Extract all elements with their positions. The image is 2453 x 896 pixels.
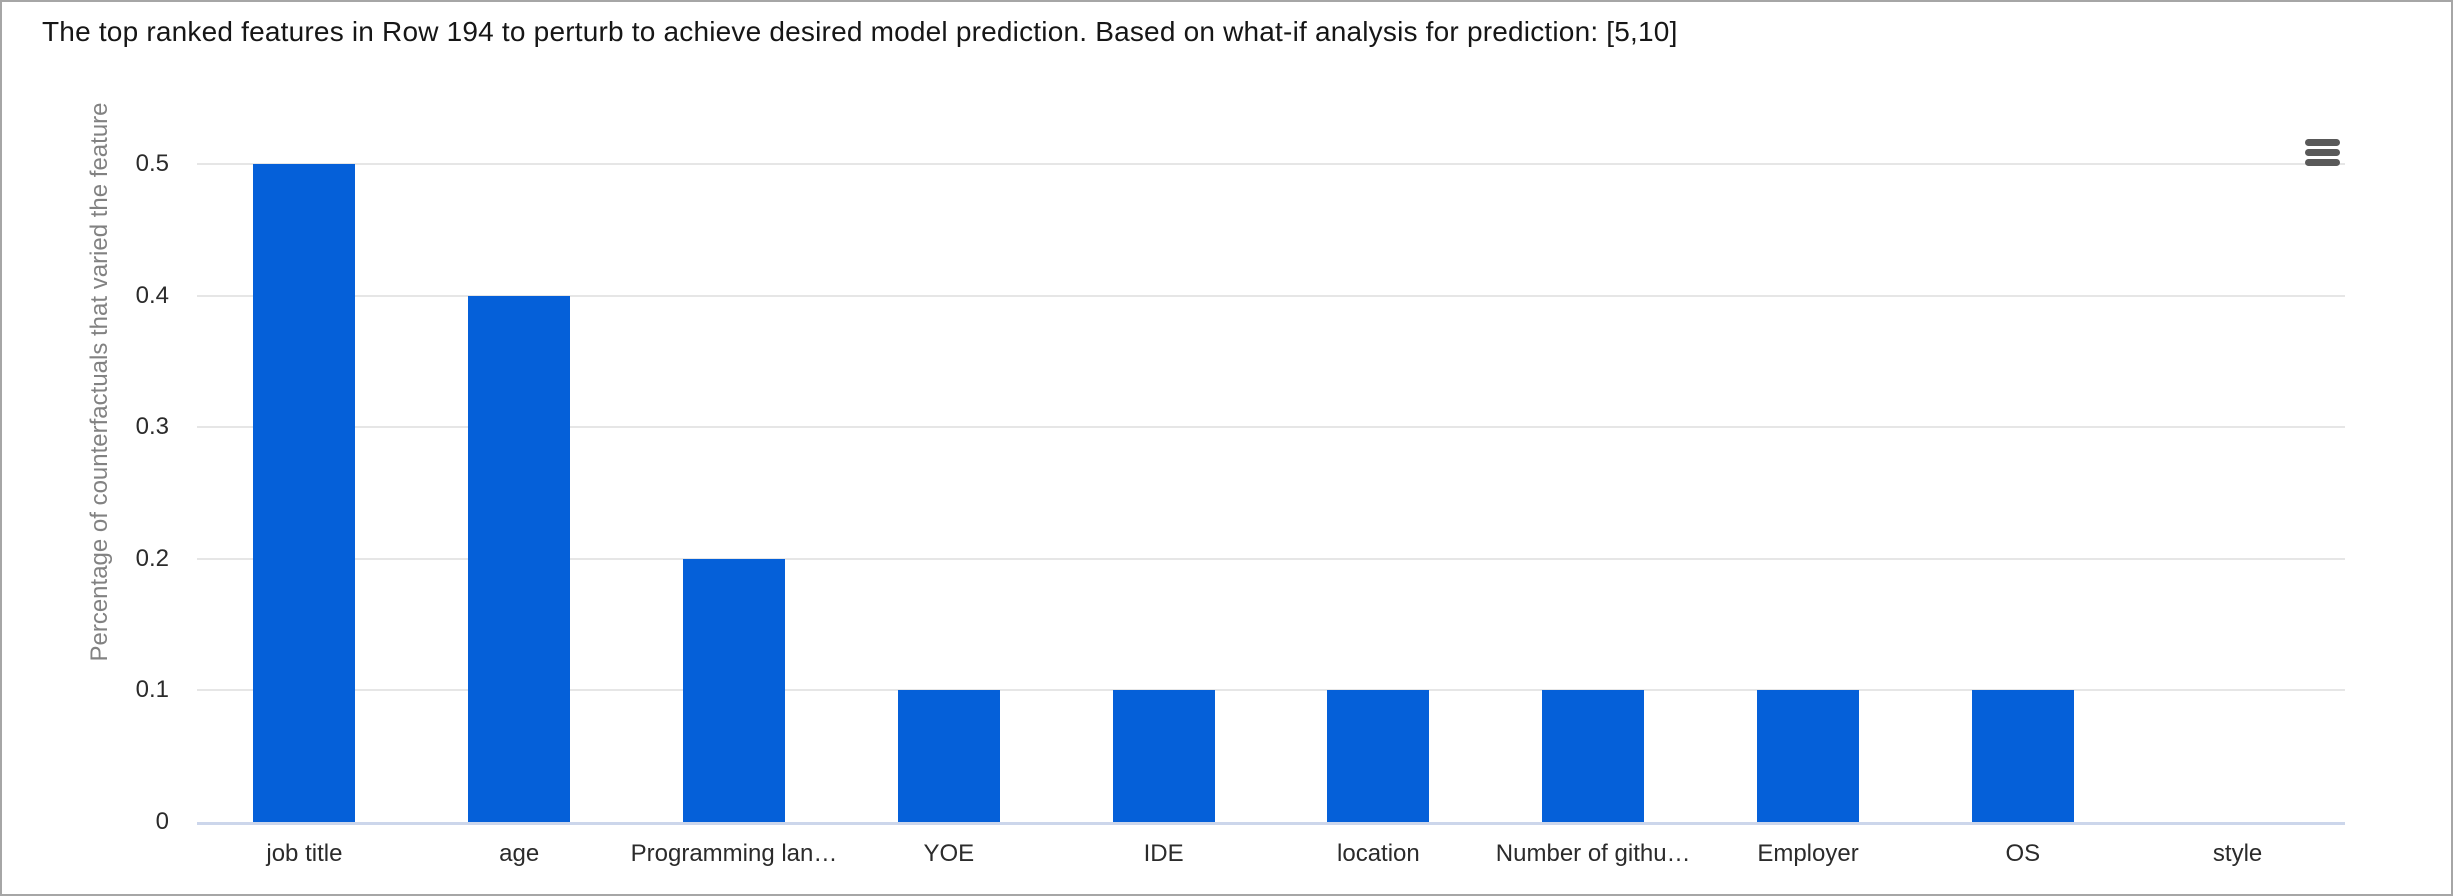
- chart-title: The top ranked features in Row 194 to pe…: [42, 16, 1678, 47]
- bar-age[interactable]: [468, 296, 570, 822]
- hamburger-line: [2305, 159, 2340, 166]
- y-gridline: [197, 689, 2345, 692]
- x-axis-label: YOE: [923, 840, 975, 867]
- chart-menu-icon[interactable]: [2305, 139, 2341, 166]
- y-axis-tick-label: 0: [155, 808, 169, 835]
- hamburger-line: [2305, 139, 2340, 146]
- x-axis-label: IDE: [1143, 840, 1184, 867]
- bar-os[interactable]: [1972, 690, 2074, 822]
- y-gridline: [197, 294, 2345, 297]
- y-axis-tick-label: 0.5: [135, 150, 169, 177]
- y-gridline: [197, 557, 2345, 560]
- hamburger-line: [2305, 149, 2340, 156]
- y-axis-tick-label: 0.4: [135, 281, 169, 309]
- x-axis-line: [197, 822, 2345, 825]
- y-axis-tick-label: 0.3: [135, 413, 169, 441]
- x-axis-label: Number of githu…: [1495, 840, 1691, 867]
- x-axis-label: job title: [266, 840, 343, 867]
- y-axis-tick-label: 0.1: [135, 676, 169, 704]
- bar-location[interactable]: [1327, 690, 1429, 822]
- x-axis-label: OS: [2005, 840, 2041, 867]
- bar-employer[interactable]: [1757, 690, 1859, 822]
- bar-yoe[interactable]: [898, 690, 1000, 822]
- x-axis-label: age: [499, 840, 540, 867]
- bar-ide[interactable]: [1113, 690, 1215, 822]
- x-axis-label: Employer: [1757, 840, 1859, 867]
- bar-job-title[interactable]: [253, 164, 355, 822]
- y-axis-tick-label: 0.2: [135, 544, 169, 572]
- bar-number-of-githu-[interactable]: [1542, 690, 1644, 822]
- y-gridline: [197, 163, 2345, 165]
- y-gridline: [197, 426, 2345, 429]
- x-axis-label: Programming lan…: [630, 840, 838, 867]
- x-axis-label: style: [2212, 840, 2263, 867]
- x-axis-label: location: [1337, 840, 1420, 867]
- bar-programming-lan-[interactable]: [683, 559, 785, 822]
